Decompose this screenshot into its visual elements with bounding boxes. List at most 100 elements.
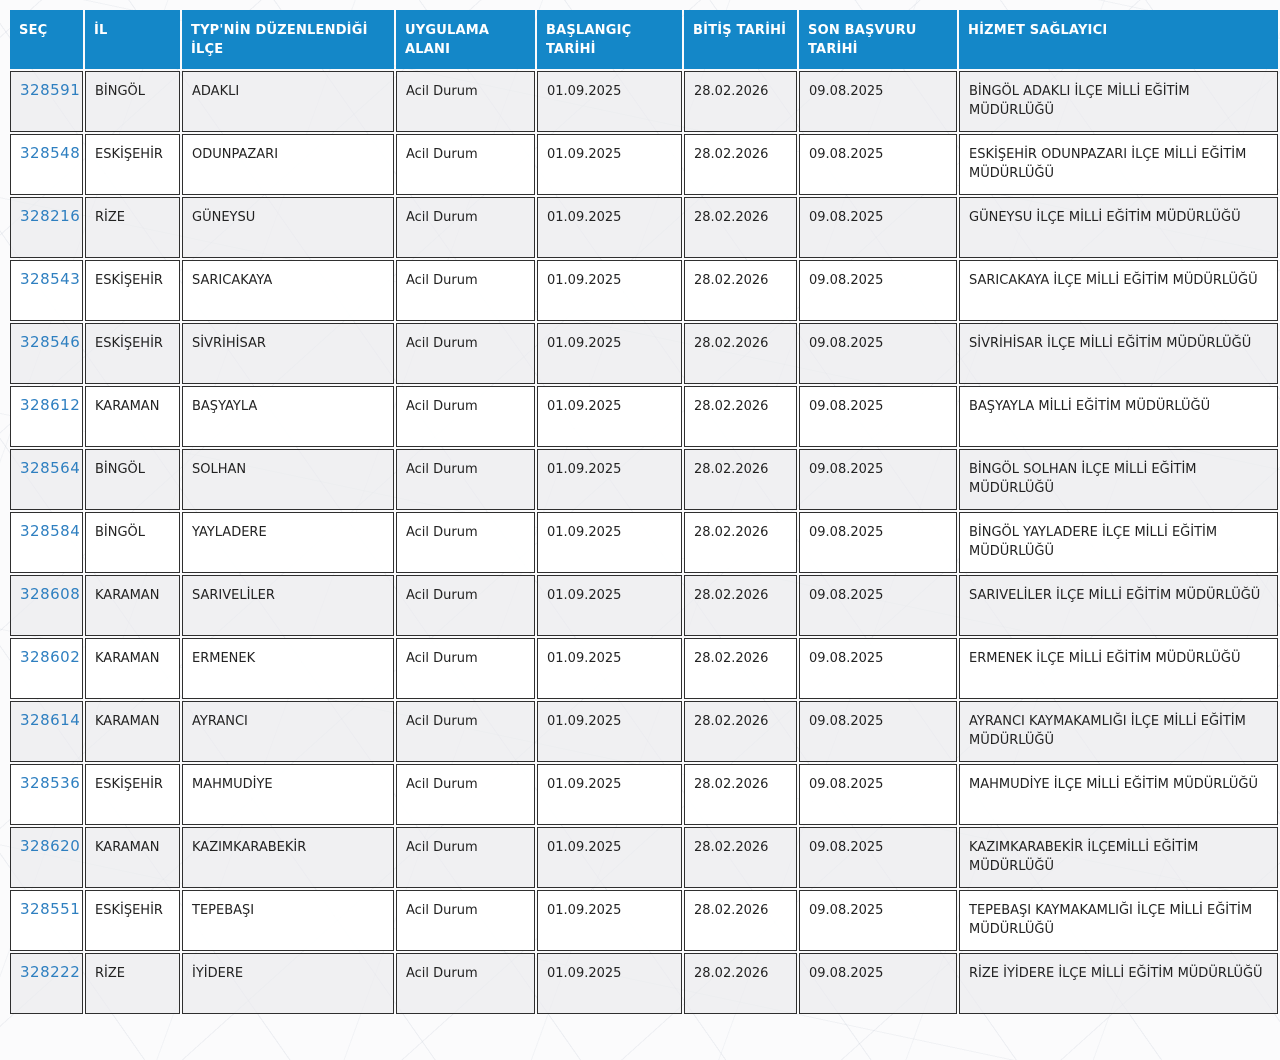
table-row: 328543 ESKİŞEHİR SARICAKAYA Acil Durum 0… [10, 260, 1278, 321]
cell-ilce: ADAKLI [182, 71, 394, 132]
baslangic-text: 01.09.2025 [547, 651, 622, 666]
cell-il: ESKİŞEHİR [85, 890, 180, 951]
table-row: 328612 KARAMAN BAŞYAYLA Acil Durum 01.09… [10, 386, 1278, 447]
listing-id-link[interactable]: 328614 [20, 711, 81, 729]
cell-sec: 328614 [10, 701, 83, 762]
listing-id-link[interactable]: 328620 [20, 837, 81, 855]
son-basvuru-text: 09.08.2025 [809, 903, 884, 918]
listing-id-link[interactable]: 328602 [20, 648, 81, 666]
listing-id-link[interactable]: 328564 [20, 459, 81, 477]
table-body: 328591 BİNGÖL ADAKLI Acil Durum 01.09.20… [10, 71, 1278, 1014]
bitis-text: 28.02.2026 [694, 84, 769, 99]
bitis-text: 28.02.2026 [694, 714, 769, 729]
cell-il: BİNGÖL [85, 512, 180, 573]
cell-ilce: MAHMUDİYE [182, 764, 394, 825]
son-basvuru-text: 09.08.2025 [809, 525, 884, 540]
table-row: 328551 ESKİŞEHİR TEPEBAŞI Acil Durum 01.… [10, 890, 1278, 951]
cell-uygulama: Acil Durum [396, 260, 535, 321]
bitis-text: 28.02.2026 [694, 525, 769, 540]
cell-baslangic: 01.09.2025 [537, 638, 682, 699]
cell-ilce: GÜNEYSU [182, 197, 394, 258]
cell-son-basvuru: 09.08.2025 [799, 134, 957, 195]
il-text: BİNGÖL [95, 525, 146, 540]
cell-baslangic: 01.09.2025 [537, 512, 682, 573]
col-header-uygulama: UYGULAMA ALANI [396, 10, 535, 69]
listing-id-link[interactable]: 328222 [20, 963, 81, 981]
ilce-text: TEPEBAŞI [192, 903, 255, 918]
cell-bitis: 28.02.2026 [684, 134, 797, 195]
cell-bitis: 28.02.2026 [684, 449, 797, 510]
cell-ilce: AYRANCI [182, 701, 394, 762]
son-basvuru-text: 09.08.2025 [809, 714, 884, 729]
cell-son-basvuru: 09.08.2025 [799, 449, 957, 510]
listing-id-link[interactable]: 328546 [20, 333, 81, 351]
son-basvuru-text: 09.08.2025 [809, 777, 884, 792]
il-text: KARAMAN [95, 651, 160, 666]
il-text: ESKİŞEHİR [95, 336, 163, 351]
ilce-text: SOLHAN [192, 462, 247, 477]
cell-il: ESKİŞEHİR [85, 134, 180, 195]
cell-baslangic: 01.09.2025 [537, 575, 682, 636]
cell-bitis: 28.02.2026 [684, 638, 797, 699]
table-row: 328614 KARAMAN AYRANCI Acil Durum 01.09.… [10, 701, 1278, 762]
baslangic-text: 01.09.2025 [547, 462, 622, 477]
saglayici-text: SİVRİHİSAR İLÇE MİLLİ EĞİTİM MÜDÜRLÜĞÜ [969, 336, 1252, 351]
cell-son-basvuru: 09.08.2025 [799, 323, 957, 384]
cell-uygulama: Acil Durum [396, 575, 535, 636]
il-text: BİNGÖL [95, 462, 146, 477]
uygulama-text: Acil Durum [406, 84, 478, 99]
uygulama-text: Acil Durum [406, 840, 478, 855]
saglayici-text: BAŞYAYLA MİLLİ EĞİTİM MÜDÜRLÜĞÜ [969, 399, 1211, 414]
il-text: RİZE [95, 210, 125, 225]
listing-id-link[interactable]: 328543 [20, 270, 81, 288]
ilce-text: ADAKLI [192, 84, 240, 99]
cell-son-basvuru: 09.08.2025 [799, 260, 957, 321]
cell-sec: 328548 [10, 134, 83, 195]
cell-bitis: 28.02.2026 [684, 386, 797, 447]
baslangic-text: 01.09.2025 [547, 903, 622, 918]
listing-id-link[interactable]: 328591 [20, 81, 81, 99]
cell-uygulama: Acil Durum [396, 71, 535, 132]
cell-sec: 328591 [10, 71, 83, 132]
cell-uygulama: Acil Durum [396, 764, 535, 825]
cell-saglayici: ESKİŞEHİR ODUNPAZARI İLÇE MİLLİ EĞİTİM M… [959, 134, 1278, 195]
bitis-text: 28.02.2026 [694, 147, 769, 162]
cell-baslangic: 01.09.2025 [537, 764, 682, 825]
saglayici-text: GÜNEYSU İLÇE MİLLİ EĞİTİM MÜDÜRLÜĞÜ [969, 210, 1241, 225]
cell-bitis: 28.02.2026 [684, 197, 797, 258]
baslangic-text: 01.09.2025 [547, 777, 622, 792]
bitis-text: 28.02.2026 [694, 462, 769, 477]
cell-uygulama: Acil Durum [396, 449, 535, 510]
table-row: 328546 ESKİŞEHİR SİVRİHİSAR Acil Durum 0… [10, 323, 1278, 384]
listing-id-link[interactable]: 328584 [20, 522, 81, 540]
cell-saglayici: MAHMUDİYE İLÇE MİLLİ EĞİTİM MÜDÜRLÜĞÜ [959, 764, 1278, 825]
il-text: KARAMAN [95, 840, 160, 855]
cell-son-basvuru: 09.08.2025 [799, 638, 957, 699]
bitis-text: 28.02.2026 [694, 903, 769, 918]
table-header: SEÇ İL TYP'NİN DÜZENLENDİĞİ İLÇE UYGULAM… [10, 10, 1278, 69]
cell-son-basvuru: 09.08.2025 [799, 953, 957, 1014]
listing-id-link[interactable]: 328608 [20, 585, 81, 603]
table-row: 328584 BİNGÖL YAYLADERE Acil Durum 01.09… [10, 512, 1278, 573]
cell-saglayici: BİNGÖL YAYLADERE İLÇE MİLLİ EĞİTİM MÜDÜR… [959, 512, 1278, 573]
listing-id-link[interactable]: 328536 [20, 774, 81, 792]
cell-baslangic: 01.09.2025 [537, 323, 682, 384]
cell-uygulama: Acil Durum [396, 701, 535, 762]
listing-id-link[interactable]: 328551 [20, 900, 81, 918]
cell-saglayici: KAZIMKARABEKİR İLÇEMİLLİ EĞİTİM MÜDÜRLÜĞ… [959, 827, 1278, 888]
ilce-text: AYRANCI [192, 714, 248, 729]
listing-id-link[interactable]: 328612 [20, 396, 81, 414]
il-text: KARAMAN [95, 588, 160, 603]
cell-baslangic: 01.09.2025 [537, 197, 682, 258]
listing-id-link[interactable]: 328216 [20, 207, 81, 225]
table-row: 328222 RİZE İYİDERE Acil Durum 01.09.202… [10, 953, 1278, 1014]
uygulama-text: Acil Durum [406, 210, 478, 225]
cell-son-basvuru: 09.08.2025 [799, 512, 957, 573]
col-header-saglayici: HİZMET SAĞLAYICI [959, 10, 1278, 69]
saglayici-text: KAZIMKARABEKİR İLÇEMİLLİ EĞİTİM MÜDÜRLÜĞ… [969, 840, 1199, 874]
listing-id-link[interactable]: 328548 [20, 144, 81, 162]
cell-saglayici: ERMENEK İLÇE MİLLİ EĞİTİM MÜDÜRLÜĞÜ [959, 638, 1278, 699]
cell-ilce: TEPEBAŞI [182, 890, 394, 951]
son-basvuru-text: 09.08.2025 [809, 651, 884, 666]
il-text: ESKİŞEHİR [95, 147, 163, 162]
